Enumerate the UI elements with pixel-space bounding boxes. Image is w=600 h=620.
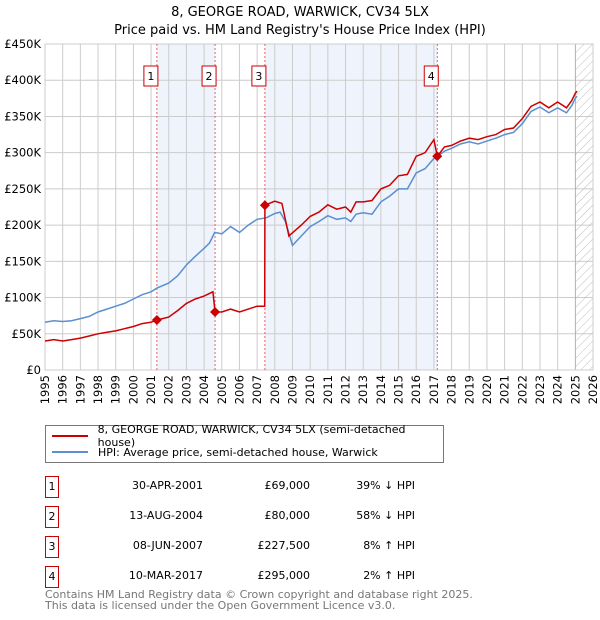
x-tick-label: 2022 (515, 375, 529, 404)
x-tick-label: 2023 (533, 375, 547, 404)
legend-item-price: 8, GEORGE ROAD, WARWICK, CV34 5LX (semi-… (52, 423, 443, 449)
sale-point (432, 151, 443, 162)
sale-label: 1 (147, 70, 154, 83)
sale-hpi-diff: 2% ↑ HPI (363, 569, 415, 582)
sale-number-badge: 1 (45, 476, 59, 498)
x-tick-label: 1999 (109, 375, 123, 404)
x-tick-label: 2024 (551, 375, 565, 404)
x-tick-label: 2021 (498, 375, 512, 404)
price-paid-line (44, 90, 578, 342)
x-tick-label: 2001 (144, 375, 158, 404)
chart-subtitle: Price paid vs. HM Land Registry's House … (114, 23, 486, 38)
sale-hpi-diff: 8% ↑ HPI (363, 539, 415, 552)
forecast-hatch (575, 43, 594, 371)
x-tick-label: 2009 (285, 375, 299, 404)
y-tick-label: £450K (4, 37, 41, 51)
y-tick-label: £300K (4, 146, 41, 160)
sale-row: 4 10-MAR-2017 £295,000 2% ↑ HPI (45, 566, 445, 588)
x-tick-label: 2010 (303, 375, 317, 404)
footer: Contains HM Land Registry data © Crown c… (45, 589, 473, 611)
x-tick-label: 2018 (445, 375, 459, 404)
sale-price: £69,000 (264, 479, 311, 492)
footer-line-2: This data is licensed under the Open Gov… (45, 599, 396, 612)
footer-line-1: Contains HM Land Registry data © Crown c… (45, 588, 473, 601)
sale-date: 30-APR-2001 (131, 479, 203, 492)
sale-label-box (423, 65, 439, 87)
sale-price: £227,500 (257, 539, 311, 552)
sale-date: 08-JUN-2007 (132, 539, 203, 552)
sale-label-box (251, 65, 267, 87)
legend-label-price: 8, GEORGE ROAD, WARWICK, CV34 5LX (semi-… (97, 423, 406, 449)
x-tick-label: 1997 (73, 375, 87, 404)
hpi-line (44, 95, 578, 323)
sale-label-box (143, 65, 159, 87)
sale-point (151, 315, 162, 326)
sale-row: 1 30-APR-2001 £69,000 39% ↓ HPI (45, 476, 445, 498)
x-tick-label: 2002 (162, 375, 176, 404)
shaded-band (264, 44, 438, 370)
x-tick-label: 2016 (409, 375, 423, 404)
legend-swatch-price (52, 435, 88, 437)
legend-item-hpi: HPI: Average price, semi-detached house,… (52, 444, 378, 460)
x-tick-label: 2015 (392, 375, 406, 404)
x-tick-label: 2014 (374, 375, 388, 404)
y-tick-label: £0 (26, 363, 41, 377)
chart-title: 8, GEORGE ROAD, WARWICK, CV34 5LX (171, 5, 429, 20)
x-tick-label: 2007 (250, 375, 264, 404)
y-tick-label: £400K (4, 73, 41, 87)
x-tick-label: 2013 (356, 375, 370, 404)
sale-date: 13-AUG-2004 (129, 509, 203, 522)
x-tick-label: 2017 (427, 375, 441, 404)
x-tick-label: 2005 (215, 375, 229, 404)
sale-number-badge: 2 (45, 506, 59, 528)
x-tick-label: 2012 (339, 375, 353, 404)
y-tick-label: £350K (4, 109, 41, 123)
sale-number-badge: 4 (45, 566, 59, 588)
x-tick-label: 1998 (91, 375, 105, 404)
sale-price: £80,000 (264, 509, 311, 522)
x-tick-label: 2020 (480, 375, 494, 404)
price-chart: 1995 1996 1997 1998 1999 2000 2001 2002 2003 2004… (4, 37, 600, 404)
y-tick-label: £250K (4, 182, 41, 196)
x-tick-label: 2000 (126, 375, 140, 404)
sale-label: 4 (428, 70, 435, 83)
sale-label: 2 (206, 70, 213, 83)
y-tick-label: £100K (4, 291, 41, 305)
x-tick-label: 2011 (321, 375, 335, 404)
plot-border (44, 43, 594, 371)
x-tick-label: 1996 (56, 375, 70, 404)
x-tick-label: 2003 (179, 375, 193, 404)
x-tick-label: 1995 (38, 375, 52, 404)
x-tick-label: 2026 (586, 375, 600, 404)
x-tick-label: 2004 (197, 375, 211, 404)
y-tick-label: £50K (12, 327, 42, 341)
x-tick-label: 2008 (268, 375, 282, 404)
sale-point (259, 200, 270, 211)
x-tick-label: 2006 (232, 375, 246, 404)
y-tick-label: £200K (4, 218, 41, 232)
sale-date: 10-MAR-2017 (128, 569, 203, 582)
sale-point (210, 307, 221, 318)
legend: 8, GEORGE ROAD, WARWICK, CV34 5LX (semi-… (45, 423, 444, 463)
legend-label-hpi: HPI: Average price, semi-detached house,… (98, 445, 378, 459)
sale-row: 3 08-JUN-2007 £227,500 8% ↑ HPI (45, 536, 445, 558)
sale-label-box (201, 65, 217, 87)
sale-number-badge: 3 (45, 536, 59, 558)
sale-hpi-diff: 58% ↓ HPI (356, 509, 415, 522)
y-tick-label: £150K (4, 254, 41, 268)
sale-row: 2 13-AUG-2004 £80,000 58% ↓ HPI (45, 506, 445, 528)
x-tick-label: 2025 (568, 375, 582, 404)
sale-hpi-diff: 39% ↓ HPI (356, 479, 415, 492)
legend-swatch-hpi (52, 451, 88, 453)
sale-label: 3 (255, 70, 262, 83)
sale-price: £295,000 (257, 569, 311, 582)
x-tick-label: 2019 (462, 375, 476, 404)
